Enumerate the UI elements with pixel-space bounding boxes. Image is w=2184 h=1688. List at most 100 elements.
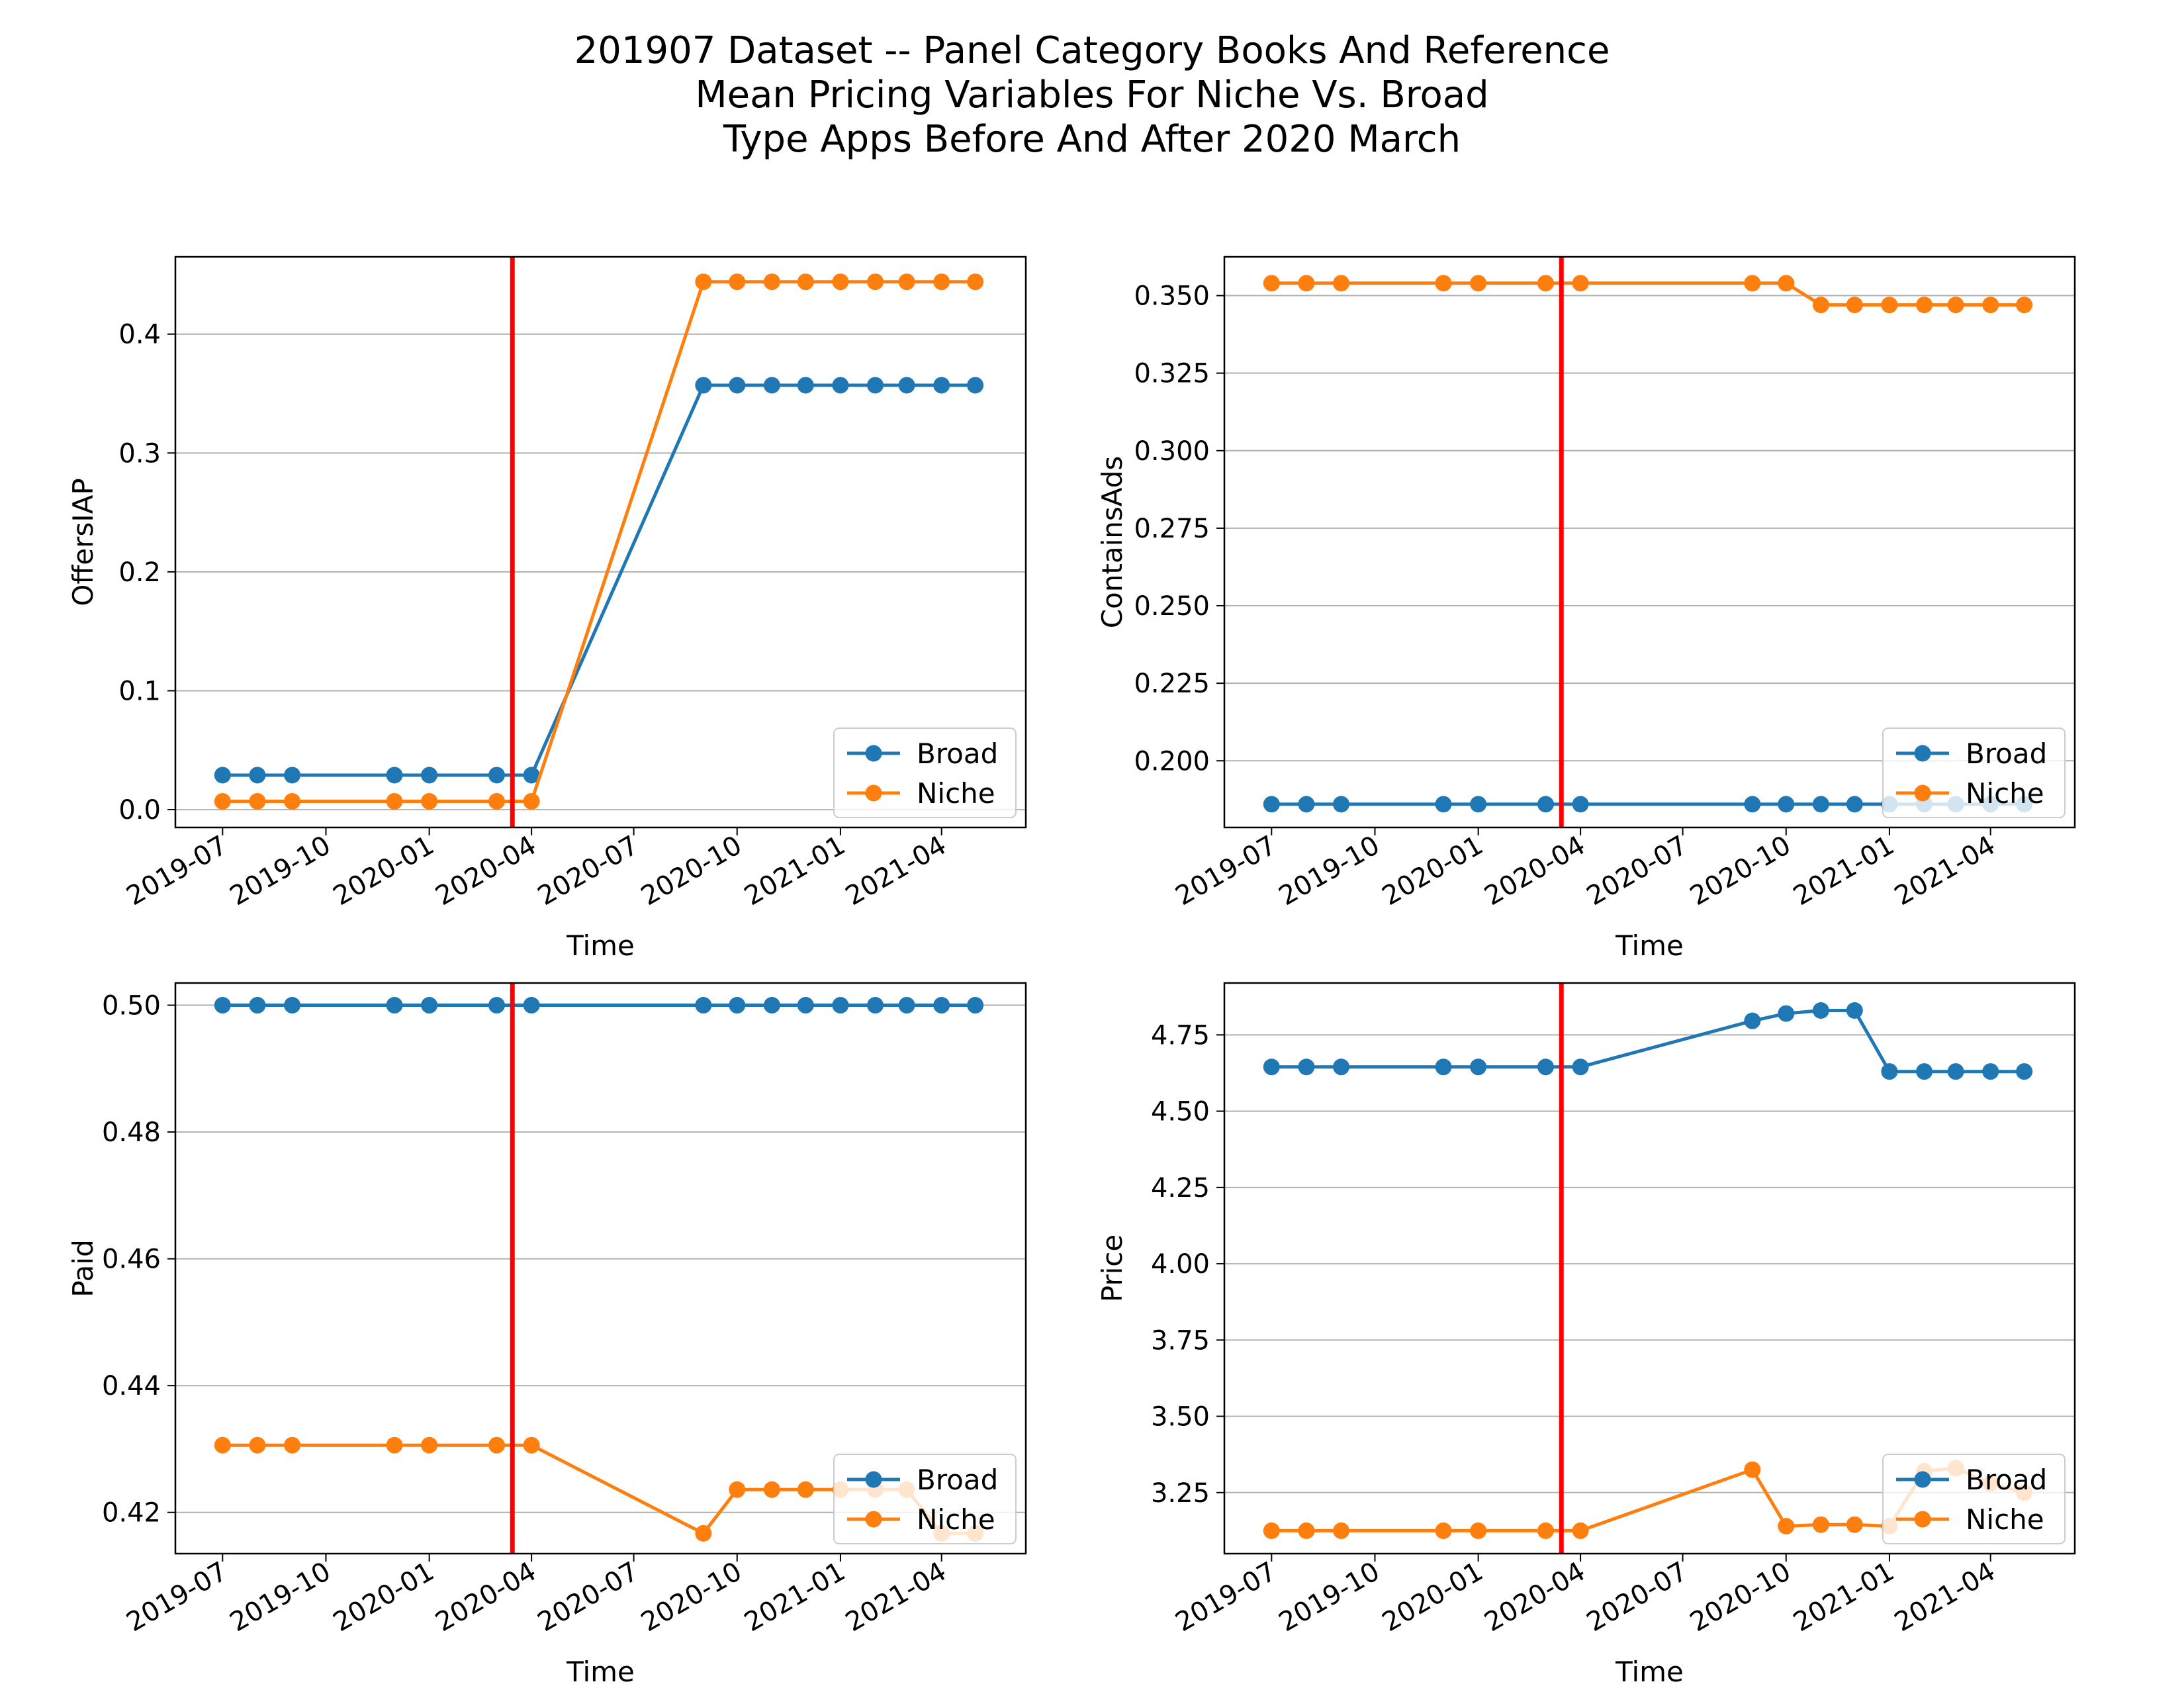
data-point-broad [729, 377, 746, 394]
y-tick-label: 0.42 [102, 1498, 161, 1528]
data-point-niche [421, 792, 438, 810]
data-point-broad [797, 997, 814, 1014]
series-line-broad [222, 383, 976, 777]
data-point-niche [1298, 1522, 1315, 1539]
data-point-niche [1744, 1461, 1761, 1478]
y-axis-label: Price [1096, 1235, 1128, 1302]
data-point-broad [763, 997, 780, 1014]
figure-title-line-1: 201907 Dataset -- Panel Category Books A… [574, 29, 1610, 72]
legend: Broad Niche [1882, 1454, 2066, 1544]
data-point-niche [1263, 275, 1280, 292]
data-point-niche [2016, 297, 2033, 314]
axes-frame [1223, 256, 2076, 829]
data-point-niche [1744, 275, 1761, 292]
data-point-broad [1298, 796, 1315, 813]
data-point-niche [797, 273, 814, 291]
data-point-niche [1846, 297, 1863, 314]
x-axis-label: Time [1615, 1656, 1684, 1688]
y-tick-label: 0.2 [118, 557, 161, 588]
data-point-broad [249, 767, 266, 784]
data-point-broad [2016, 1063, 2033, 1080]
y-tick-label: 0.48 [102, 1117, 161, 1148]
y-tick-label: 0.300 [1134, 436, 1210, 467]
data-point-niche [729, 1481, 746, 1498]
data-point-niche [1778, 1518, 1795, 1535]
legend-label-niche: Niche [1966, 1503, 2044, 1536]
legend-swatch-marker [865, 1511, 882, 1528]
legend-swatch-marker [1914, 1471, 1931, 1488]
data-point-broad [523, 767, 540, 784]
data-point-broad [1333, 796, 1350, 813]
y-tick-label: 0.225 [1134, 669, 1210, 699]
data-point-broad [695, 997, 712, 1014]
legend: Broad Niche [833, 1454, 1017, 1544]
figure-title-line-2: Mean Pricing Variables For Niche Vs. Bro… [695, 73, 1488, 117]
data-point-niche [1846, 1516, 1863, 1533]
data-point-broad [488, 997, 505, 1014]
data-point-broad [1916, 1063, 1933, 1080]
data-point-niche [695, 1524, 712, 1542]
data-point-broad [1470, 796, 1487, 813]
data-point-broad [1572, 796, 1589, 813]
data-point-broad [1298, 1058, 1315, 1076]
legend: Broad Niche [833, 727, 1017, 818]
y-tick-label: 0.325 [1134, 359, 1210, 389]
data-point-niche [967, 273, 984, 291]
data-point-niche [898, 273, 915, 291]
data-point-broad [488, 767, 505, 784]
data-point-niche [1982, 297, 1999, 314]
y-tick-label: 0.50 [102, 991, 161, 1021]
data-point-niche [1470, 275, 1487, 292]
data-point-niche [1435, 275, 1452, 292]
data-point-broad [763, 377, 780, 394]
data-point-broad [898, 997, 915, 1014]
data-point-broad [1470, 1058, 1487, 1076]
data-point-niche [695, 273, 712, 291]
legend-label-niche: Niche [917, 777, 995, 810]
data-point-broad [386, 997, 403, 1014]
y-tick-label: 0.0 [118, 795, 161, 825]
data-point-broad [1744, 1012, 1761, 1029]
data-point-broad [249, 997, 266, 1014]
legend-label-niche: Niche [1966, 777, 2044, 810]
legend-swatch-marker [1914, 745, 1931, 762]
data-point-niche [249, 1436, 266, 1454]
x-axis-label: Time [566, 929, 635, 962]
legend-label-broad: Broad [1966, 737, 2047, 770]
data-point-broad [1572, 1058, 1589, 1076]
data-point-broad [933, 377, 950, 394]
y-axis-label: Paid [67, 1239, 99, 1297]
series-line-niche [222, 280, 976, 803]
data-point-broad [1881, 1063, 1898, 1080]
data-point-broad [386, 767, 403, 784]
data-point-niche [1916, 297, 1933, 314]
data-point-niche [1537, 275, 1554, 292]
legend: Broad Niche [1882, 727, 2066, 818]
data-point-niche [488, 1436, 505, 1454]
legend-swatch-marker [1914, 784, 1931, 802]
data-point-broad [832, 377, 849, 394]
data-point-niche [523, 792, 540, 810]
data-point-niche [832, 273, 849, 291]
data-point-niche [763, 273, 780, 291]
data-point-niche [1298, 275, 1315, 292]
data-point-niche [523, 1436, 540, 1454]
y-axis-label: ContainsAds [1096, 456, 1128, 629]
data-point-broad [1537, 796, 1554, 813]
data-point-broad [284, 997, 301, 1014]
legend-swatch-marker [865, 784, 882, 802]
data-point-broad [421, 997, 438, 1014]
data-point-niche [1572, 275, 1589, 292]
data-point-niche [797, 1481, 814, 1498]
data-point-broad [933, 997, 950, 1014]
y-tick-label: 0.350 [1134, 281, 1210, 312]
data-point-broad [729, 997, 746, 1014]
series-line-niche [1271, 281, 2025, 307]
data-point-broad [695, 377, 712, 394]
data-point-broad [1744, 796, 1761, 813]
figure-title-line-3: Type Apps Before And After 2020 March [723, 118, 1461, 161]
y-tick-label: 3.50 [1151, 1402, 1210, 1432]
data-point-niche [1470, 1522, 1487, 1539]
y-tick-label: 3.75 [1151, 1325, 1210, 1356]
